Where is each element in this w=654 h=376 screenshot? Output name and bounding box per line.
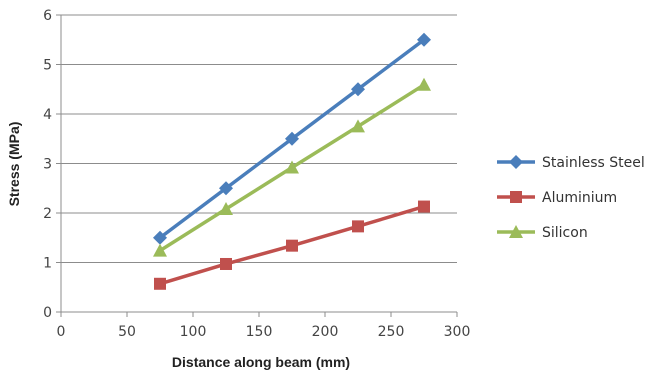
legend-swatch-marker (509, 225, 523, 238)
data-point (351, 82, 365, 97)
series-1 (154, 200, 430, 290)
y-tick-label: 6 (43, 8, 52, 24)
x-tick-label: 100 (180, 324, 207, 340)
data-point (418, 200, 430, 213)
data-point (285, 131, 299, 146)
data-point (220, 257, 232, 270)
y-tick-label: 5 (43, 58, 52, 74)
series (153, 32, 431, 290)
series-0 (153, 32, 431, 245)
legend-swatch-marker (509, 155, 523, 169)
data-point (352, 220, 364, 233)
y-axis-title: Stress (MPa) (6, 122, 22, 207)
x-tick-labels: 0 50 100 150 200 250 300 (57, 324, 471, 340)
y-tick-label: 3 (43, 157, 52, 173)
data-point (219, 181, 233, 196)
data-point (351, 119, 365, 133)
legend-item: Aluminium (497, 190, 617, 206)
x-axis-title: Distance along beam (mm) (172, 354, 350, 370)
axes (56, 14, 458, 317)
data-point (154, 277, 166, 290)
data-point (219, 202, 233, 216)
legend: Stainless Steel Aluminium Silicon (497, 155, 645, 241)
grid-lines (61, 14, 457, 263)
legend-label: Stainless Steel (542, 155, 645, 171)
x-tick-label: 50 (118, 324, 136, 340)
y-tick-label: 0 (43, 305, 52, 321)
data-point (417, 32, 431, 47)
data-point (153, 230, 167, 245)
x-tick-label: 250 (378, 324, 405, 340)
legend-label: Aluminium (542, 190, 617, 206)
x-tick-label: 200 (312, 324, 339, 340)
data-point (417, 77, 431, 91)
y-tick-label: 2 (43, 206, 52, 222)
legend-label: Silicon (542, 225, 588, 241)
data-point (285, 160, 299, 174)
x-tick-label: 150 (246, 324, 273, 340)
y-tick-label: 4 (43, 107, 52, 123)
x-tick-label: 300 (444, 324, 471, 340)
x-tick-label: 0 (57, 324, 66, 340)
y-tick-label: 1 (43, 256, 52, 272)
series-2 (153, 77, 431, 257)
legend-swatch-marker (510, 191, 522, 203)
y-tick-labels: 0 1 2 3 4 5 6 (43, 8, 52, 321)
legend-item: Silicon (497, 225, 588, 241)
data-point (286, 239, 298, 252)
data-point (153, 243, 167, 257)
legend-item: Stainless Steel (497, 155, 645, 171)
